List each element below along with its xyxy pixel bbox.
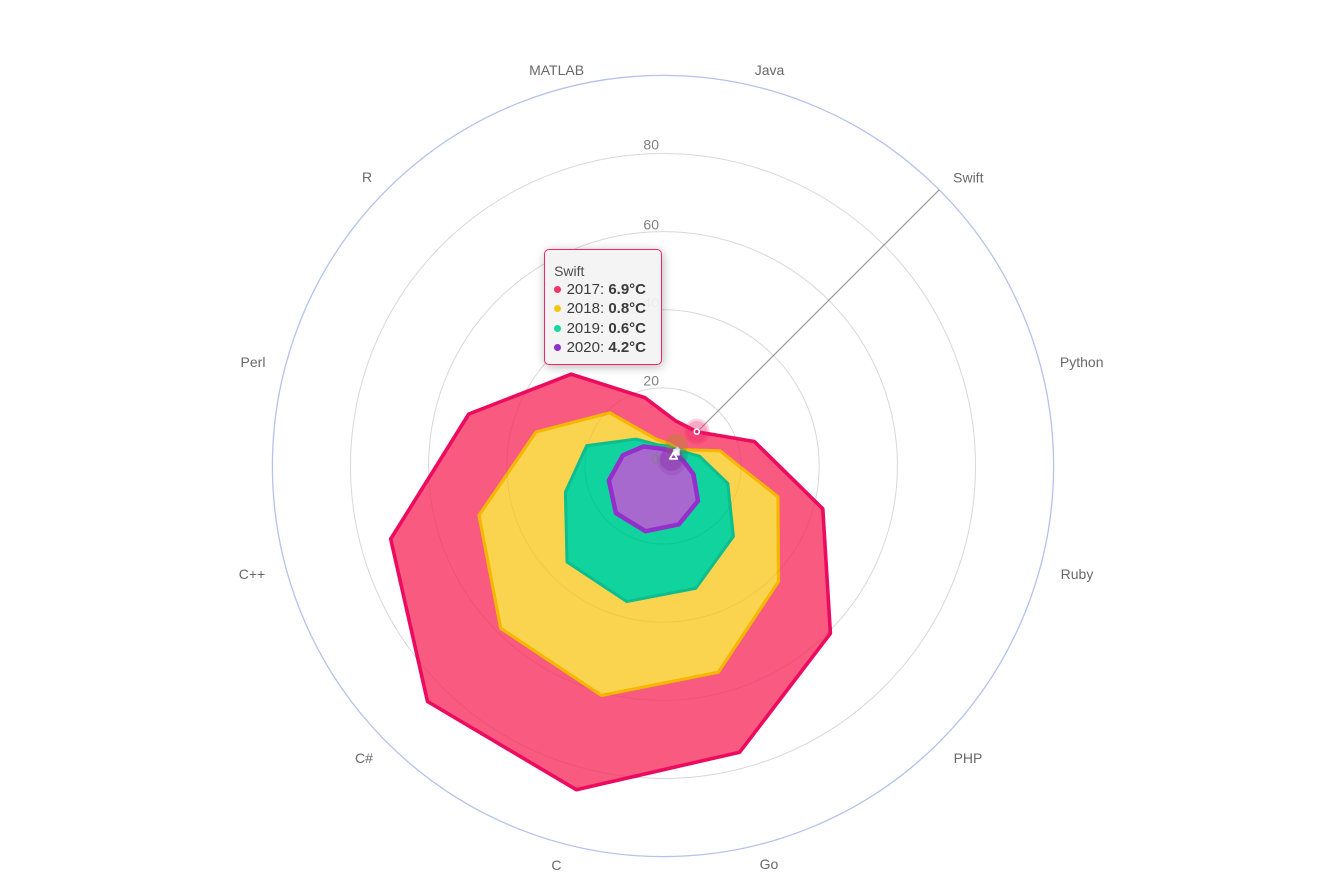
- svg-text:60: 60: [643, 217, 659, 233]
- svg-text:Java: Java: [755, 62, 785, 78]
- svg-text:Go: Go: [760, 856, 779, 872]
- svg-text:0: 0: [651, 450, 659, 466]
- svg-text:Python: Python: [1060, 354, 1104, 370]
- svg-text:Swift: Swift: [953, 170, 983, 186]
- svg-text:Perl: Perl: [241, 354, 266, 370]
- svg-text:C++: C++: [239, 566, 265, 582]
- svg-text:C#: C#: [355, 750, 373, 766]
- svg-text:C: C: [551, 857, 561, 873]
- svg-text:Ruby: Ruby: [1061, 566, 1094, 582]
- svg-text:20: 20: [643, 373, 659, 389]
- svg-text:PHP: PHP: [954, 750, 983, 766]
- svg-text:80: 80: [643, 137, 659, 153]
- svg-text:MATLAB: MATLAB: [529, 62, 584, 78]
- svg-text:R: R: [362, 169, 372, 185]
